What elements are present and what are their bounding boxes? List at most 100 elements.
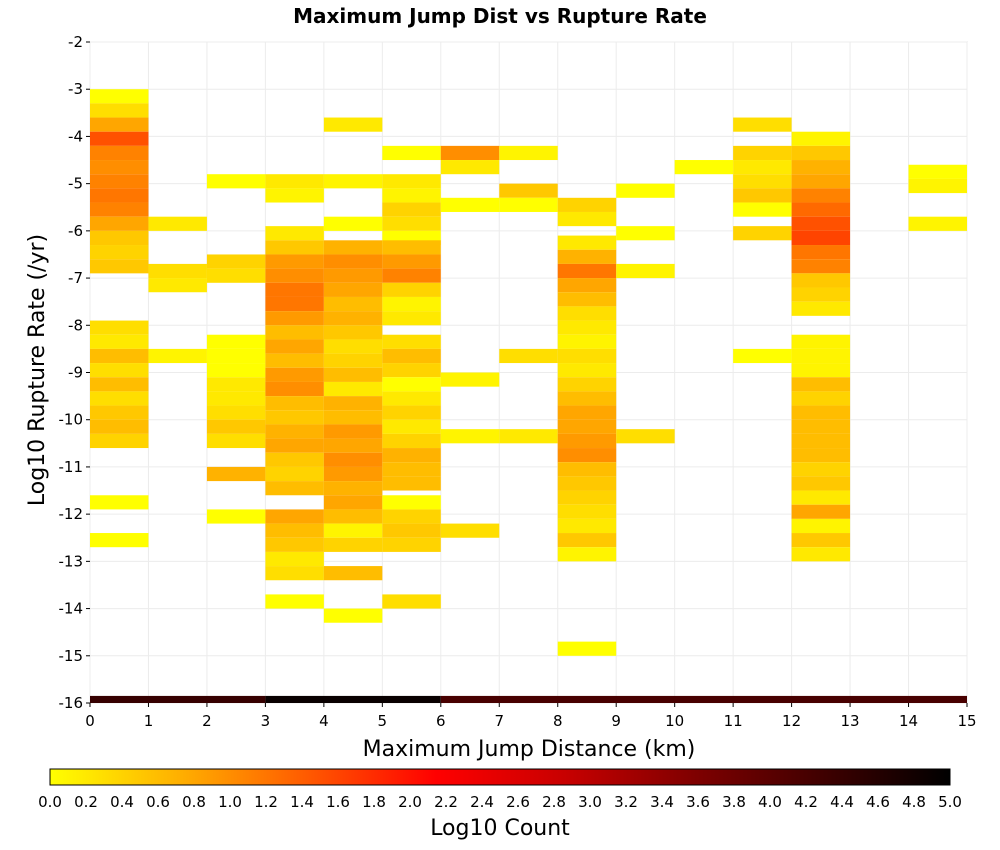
heatmap-cell	[323, 608, 383, 623]
heatmap-cell	[557, 278, 617, 293]
heatmap-cell	[206, 254, 266, 269]
heatmap-cell	[206, 268, 266, 283]
heatmap-cell	[323, 481, 383, 496]
colorbar	[49, 768, 951, 786]
y-tick-label: -6	[68, 222, 83, 240]
colorbar-tick-label: 0.0	[38, 793, 62, 811]
heatmap-cell	[265, 311, 324, 326]
heatmap-cell	[382, 523, 441, 538]
heatmap-cell	[557, 641, 617, 656]
heatmap-cell	[323, 339, 383, 354]
heatmap-cell	[791, 504, 851, 519]
colorbar-tick-label: 3.4	[650, 793, 674, 811]
colorbar-tick-label: 0.2	[74, 793, 98, 811]
y-axis-ticks: -2 -3 -4 -5 -6 -7 -8 -9 -10 -11 -12 -13 -14 -15 -16	[59, 33, 90, 712]
heatmap-cell	[90, 145, 149, 161]
heatmap-cell	[206, 348, 266, 364]
colorbar-tick-label: 5.0	[938, 793, 962, 811]
heatmap-cells	[90, 89, 967, 703]
heatmap-cell	[323, 523, 383, 538]
heatmap-cell	[557, 490, 617, 505]
heatmap-cell	[323, 117, 383, 132]
heatmap-cell	[791, 230, 851, 246]
heatmap-cell	[90, 188, 149, 203]
x-axis-ticks: 0 1 2 3 4 5 6 7 8 9 10 11 12 13 14 15	[85, 703, 977, 730]
heatmap-cell	[323, 296, 383, 312]
heatmap-cell	[382, 509, 441, 524]
heatmap-cell	[382, 202, 441, 217]
x-tick-label: 2	[202, 712, 212, 730]
heatmap-cell	[791, 273, 851, 288]
heatmap-cell	[265, 452, 324, 467]
x-tick-label: 8	[553, 712, 563, 730]
y-tick-label: -14	[59, 600, 84, 618]
heatmap-cell	[382, 495, 441, 510]
heatmap-cell	[90, 533, 149, 548]
heatmap-cell	[265, 381, 324, 397]
x-tick-label: 7	[494, 712, 504, 730]
heatmap-cell	[440, 372, 500, 387]
heatmap-cell	[499, 348, 558, 364]
heatmap-cell	[908, 216, 967, 231]
heatmap-cell	[382, 448, 441, 463]
x-tick-label: 5	[378, 712, 388, 730]
chart-title: Maximum Jump Dist vs Rupture Rate	[293, 4, 707, 28]
heatmap-cell	[733, 160, 792, 175]
heatmap-cell	[206, 391, 266, 406]
heatmap-cell	[733, 348, 792, 364]
x-tick-label: 11	[724, 712, 743, 730]
heatmap-cell	[323, 311, 383, 326]
heatmap-cell	[323, 466, 383, 482]
colorbar-tick-label: 4.8	[902, 793, 926, 811]
heatmap-cell	[323, 396, 383, 411]
heatmap-cell	[90, 160, 149, 175]
heatmap-cell	[148, 348, 207, 364]
heatmap-cell	[265, 410, 324, 425]
heatmap-cell	[206, 174, 266, 189]
colorbar-tick-label: 2.4	[470, 793, 494, 811]
colorbar-tick-label: 4.2	[794, 793, 818, 811]
heatmap-cell	[382, 476, 441, 491]
heatmap-cell	[206, 509, 266, 524]
heatmap-cell	[440, 523, 500, 538]
x-tick-label: 6	[436, 712, 446, 730]
heatmap-cell	[382, 188, 441, 203]
heatmap-cell	[557, 547, 617, 562]
heatmap-cell	[382, 377, 441, 392]
heatmap-cell	[265, 254, 324, 269]
heatmap-cell	[791, 490, 851, 505]
heatmap-cell	[791, 433, 851, 449]
heatmap-cell	[323, 240, 383, 255]
heatmap-cell	[440, 695, 967, 703]
heatmap-cell	[323, 452, 383, 467]
heatmap-cell	[323, 353, 383, 368]
heatmap-cell	[733, 202, 792, 217]
heatmap-cell	[382, 348, 441, 364]
heatmap-cell	[323, 410, 383, 425]
heatmap-cell	[557, 405, 617, 420]
heatmap-cell	[557, 391, 617, 406]
colorbar-tick-label: 1.4	[290, 793, 314, 811]
heatmap-cell	[674, 160, 734, 175]
heatmap-cell	[323, 282, 383, 297]
heatmap-cell	[791, 405, 851, 420]
heatmap-cell	[323, 254, 383, 269]
heatmap-cell	[557, 462, 617, 477]
heatmap-cell	[90, 334, 149, 349]
colorbar-tick-label: 3.0	[578, 793, 602, 811]
heatmap-cell	[265, 353, 324, 368]
heatmap-cell	[90, 89, 149, 104]
colorbar-tick-label: 1.8	[362, 793, 386, 811]
heatmap-cell	[791, 518, 851, 534]
colorbar-tick-label: 4.6	[866, 793, 890, 811]
heatmap-cell	[265, 282, 324, 297]
heatmap-cell	[382, 216, 441, 231]
heatmap-cell	[791, 476, 851, 491]
heatmap-cell	[557, 306, 617, 321]
y-tick-label: -16	[59, 694, 84, 712]
heatmap-cell	[265, 296, 324, 312]
heatmap-cell	[265, 367, 324, 382]
heatmap-cell	[265, 268, 324, 283]
heatmap-cell	[382, 311, 441, 326]
colorbar-tick-label: 2.0	[398, 793, 422, 811]
